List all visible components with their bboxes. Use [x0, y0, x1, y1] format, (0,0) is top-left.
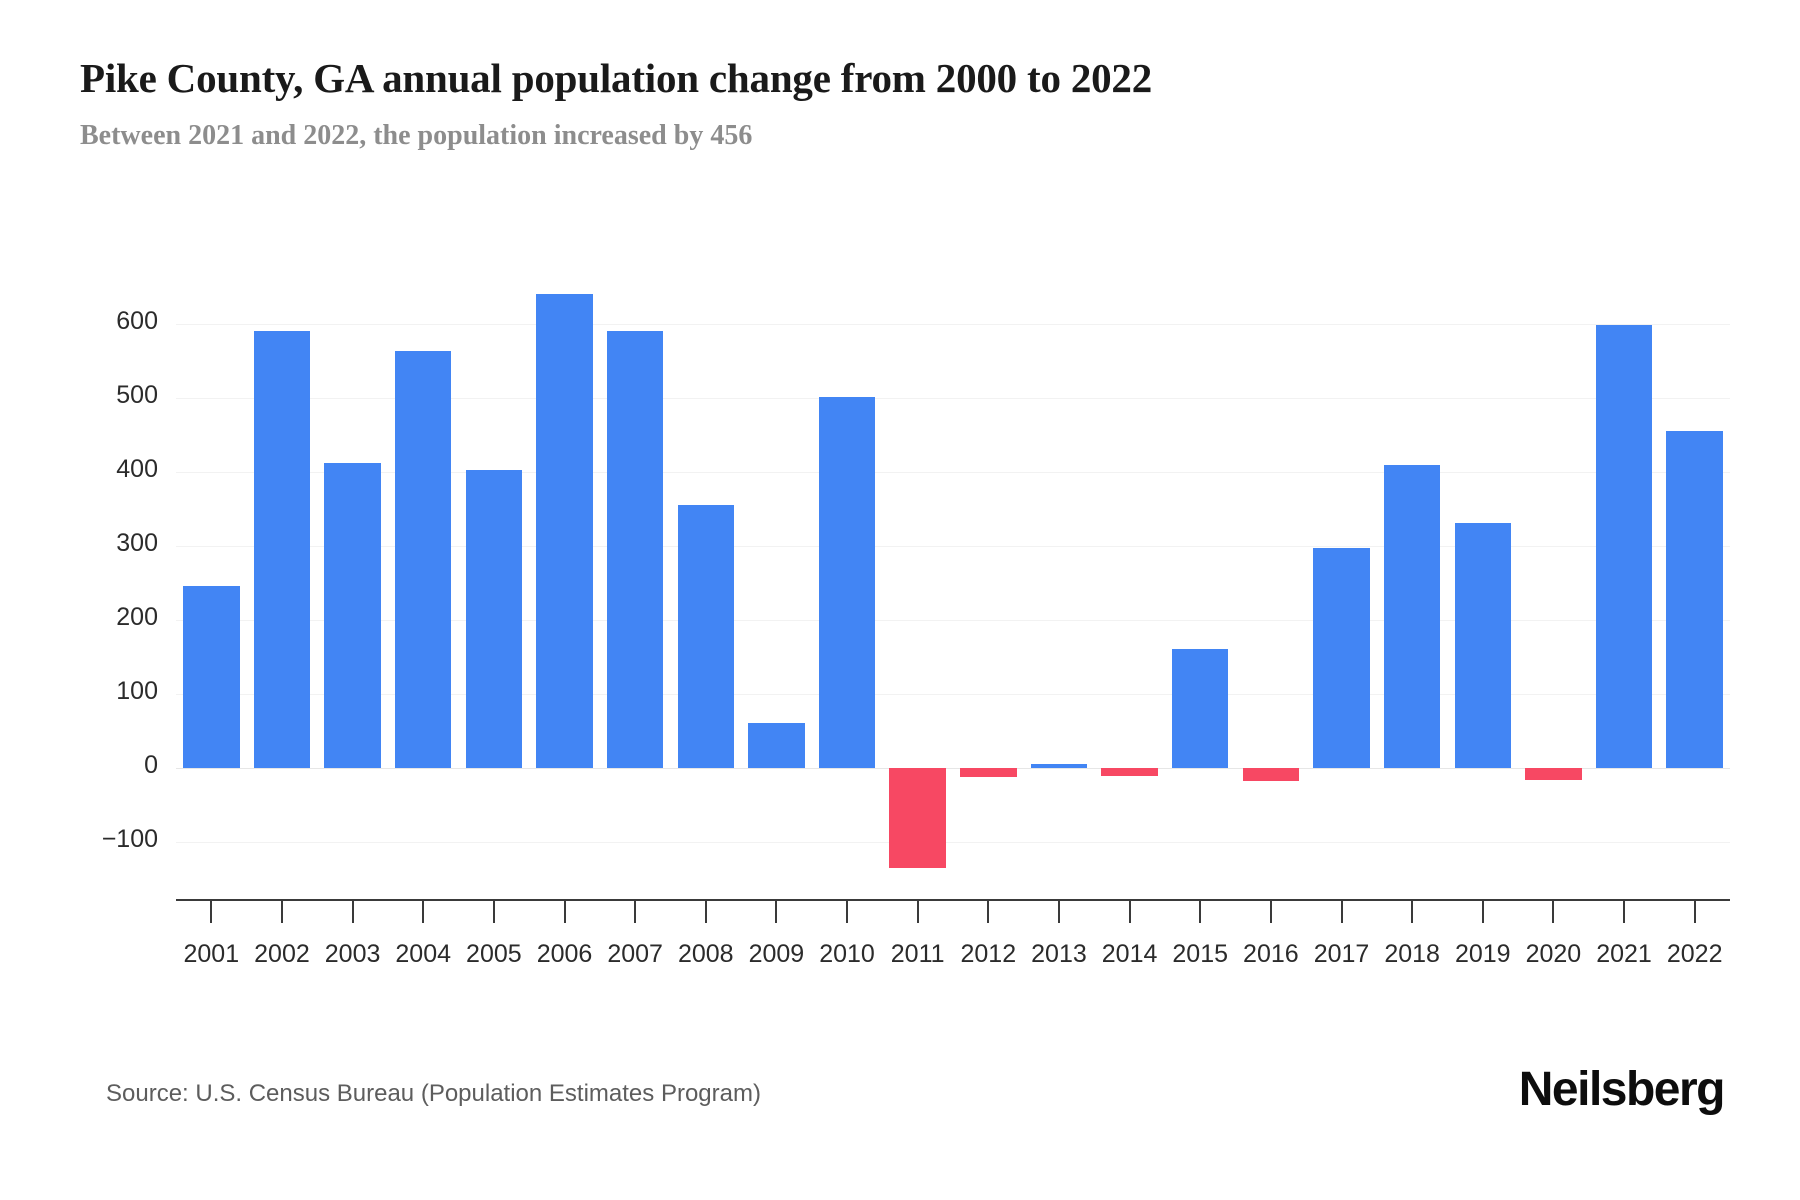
- x-tick-label-2011: 2011: [890, 940, 945, 968]
- x-tick-mark: [775, 901, 778, 923]
- gridline-500: [176, 398, 1730, 399]
- bar-2019[interactable]: [1454, 523, 1512, 768]
- gridline-100: [176, 694, 1730, 695]
- x-tick-label-2017: 2017: [1313, 940, 1370, 968]
- bar-2020[interactable]: [1525, 768, 1582, 780]
- x-tick-mark: [1128, 901, 1131, 923]
- gridline-400: [176, 472, 1730, 473]
- x-tick-label-2015: 2015: [1172, 940, 1229, 968]
- gridline--100: [176, 842, 1730, 843]
- bar-2006[interactable]: [536, 294, 593, 768]
- y-tick-label: −100: [101, 825, 158, 853]
- source-note: Source: U.S. Census Bureau (Population E…: [106, 1080, 761, 1107]
- y-tick-label: 500: [116, 381, 158, 409]
- bar-2003[interactable]: [324, 463, 381, 768]
- bar-2021[interactable]: [1595, 325, 1653, 768]
- x-tick-mark: [492, 901, 495, 923]
- x-tick-mark: [1057, 901, 1060, 923]
- y-tick-label: 300: [116, 529, 158, 557]
- bar-2010[interactable]: [818, 396, 876, 768]
- x-tick-mark: [634, 901, 637, 923]
- brand-logo: Neilsberg: [1518, 1063, 1726, 1116]
- x-tick-label-2001: 2001: [183, 940, 240, 968]
- bar-2014[interactable]: [1101, 768, 1158, 777]
- x-tick-label-2013: 2013: [1031, 940, 1087, 968]
- x-tick-mark: [210, 901, 213, 923]
- gridline-0: [176, 768, 1730, 769]
- bar-2022[interactable]: [1666, 430, 1723, 768]
- x-tick-label-2005: 2005: [466, 940, 522, 968]
- x-tick-label-2008: 2008: [677, 940, 734, 968]
- x-tick-mark: [704, 901, 707, 923]
- x-tick-mark: [1693, 901, 1696, 923]
- bar-2001[interactable]: [183, 585, 240, 768]
- x-tick-mark: [1623, 901, 1626, 923]
- bar-series: [176, 0, 1730, 1200]
- y-tick-label: 0: [144, 751, 158, 779]
- gridline-600: [176, 324, 1730, 325]
- x-tick-label-2007: 2007: [607, 940, 663, 968]
- bar-2008[interactable]: [677, 505, 735, 768]
- x-tick-label-2010: 2010: [819, 940, 875, 968]
- x-tick-label-2020: 2020: [1525, 940, 1582, 968]
- bar-2002[interactable]: [253, 331, 311, 768]
- x-tick-label-2014: 2014: [1101, 940, 1158, 968]
- x-tick-mark: [563, 901, 566, 923]
- bar-2015[interactable]: [1171, 648, 1229, 768]
- bar-2011[interactable]: [889, 768, 946, 868]
- y-tick-label: 100: [116, 677, 158, 705]
- x-tick-mark: [1552, 901, 1555, 923]
- bar-2007[interactable]: [606, 331, 664, 768]
- x-tick-label-2016: 2016: [1243, 940, 1299, 968]
- x-tick-mark: [422, 901, 425, 923]
- bar-2005[interactable]: [465, 469, 523, 768]
- x-tick-mark: [280, 901, 283, 923]
- x-tick-mark: [1481, 901, 1484, 923]
- x-tick-label-2004: 2004: [395, 940, 452, 968]
- bar-2013[interactable]: [1030, 764, 1088, 768]
- x-tick-label-2021: 2021: [1596, 940, 1652, 968]
- gridline-300: [176, 546, 1730, 547]
- x-tick-label-2006: 2006: [536, 940, 593, 968]
- x-tick-label-2003: 2003: [324, 940, 381, 968]
- bar-2016[interactable]: [1242, 768, 1300, 782]
- x-tick-label-2018: 2018: [1384, 940, 1440, 968]
- bar-2004[interactable]: [394, 350, 452, 768]
- bar-2017[interactable]: [1313, 548, 1370, 768]
- page-title: Pike County, GA annual population change…: [80, 55, 1153, 101]
- x-tick-mark: [846, 901, 849, 923]
- y-tick-label: 400: [116, 455, 158, 483]
- bar-2012[interactable]: [960, 768, 1017, 777]
- x-tick-label-2012: 2012: [960, 940, 1017, 968]
- x-tick-mark: [1269, 901, 1272, 923]
- x-axis-line: [176, 899, 1730, 901]
- bar-2009[interactable]: [748, 722, 805, 768]
- x-tick-label-2022: 2022: [1666, 940, 1723, 968]
- x-tick-mark: [1340, 901, 1343, 923]
- bar-2018[interactable]: [1383, 465, 1441, 768]
- x-tick-mark: [916, 901, 919, 923]
- gridline-200: [176, 620, 1730, 621]
- y-tick-label: 600: [116, 307, 158, 335]
- x-tick-label-2002: 2002: [254, 940, 310, 968]
- y-tick-label: 200: [116, 603, 158, 631]
- x-tick-mark: [1411, 901, 1414, 923]
- x-tick-mark: [1199, 901, 1202, 923]
- x-tick-label-2019: 2019: [1454, 940, 1511, 968]
- x-tick-mark: [987, 901, 990, 923]
- x-tick-label-2009: 2009: [748, 940, 805, 968]
- x-tick-mark: [351, 901, 354, 923]
- page-subtitle: Between 2021 and 2022, the population in…: [80, 120, 753, 151]
